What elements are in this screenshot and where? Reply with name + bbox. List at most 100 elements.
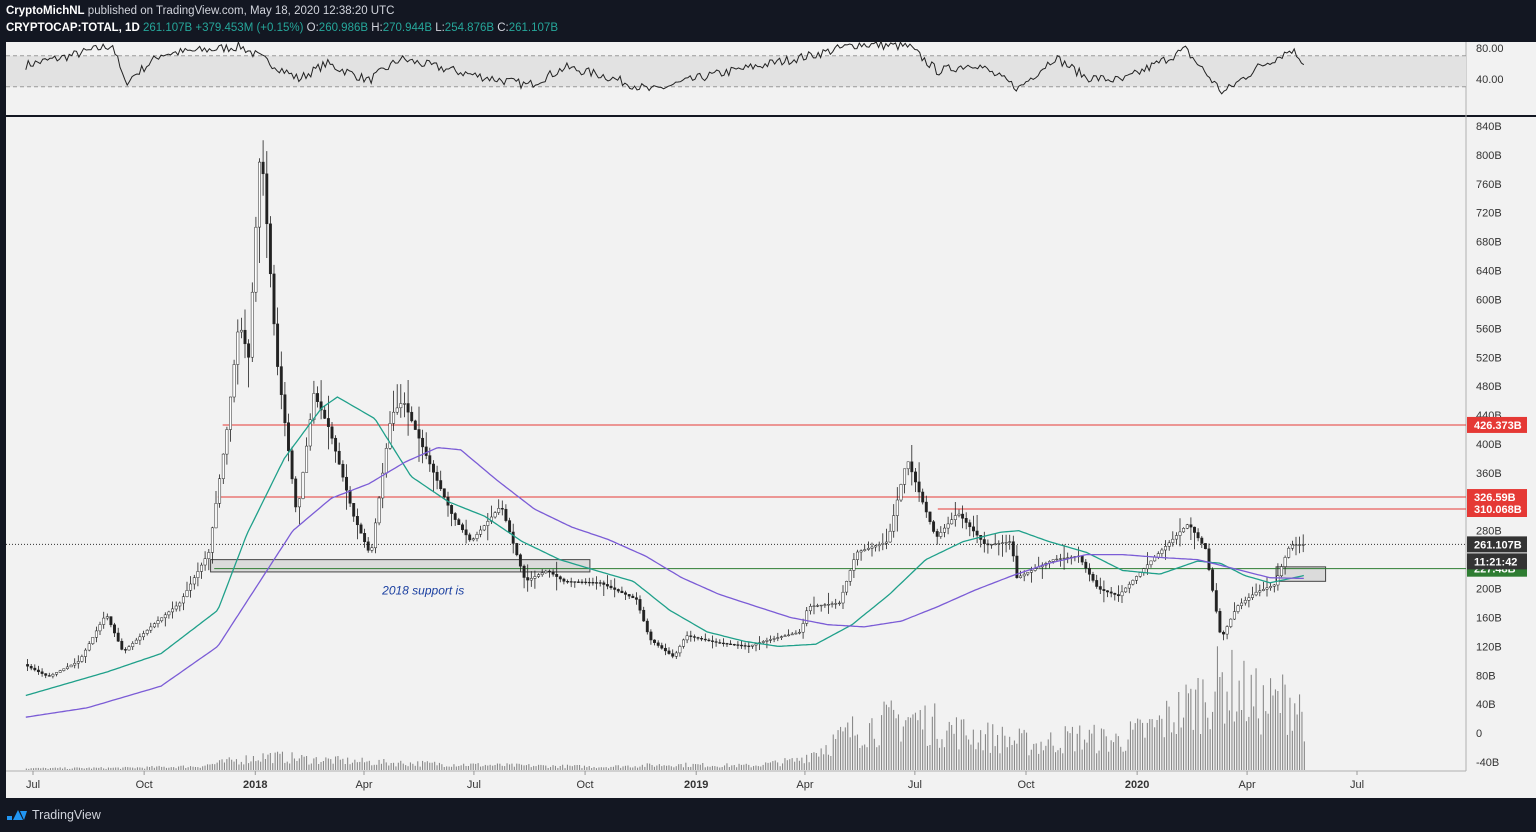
candle-body [1026, 572, 1030, 575]
volume-bar [801, 757, 803, 770]
volume-bar [1091, 733, 1093, 770]
candle-body [40, 671, 44, 674]
candle-body [225, 429, 229, 455]
volume-bar [274, 752, 276, 770]
candle-body [914, 471, 917, 483]
tradingview-brand[interactable]: TradingView [32, 808, 101, 822]
candle-body [428, 455, 432, 465]
level-price-label-bg [1467, 416, 1527, 433]
time-tick-label: Jul [1350, 779, 1364, 791]
price-tick-label: 120B [1476, 641, 1502, 653]
candle-body [457, 519, 461, 525]
candle-body [1265, 587, 1269, 590]
candle-body [1029, 570, 1033, 573]
candle-body [634, 597, 638, 600]
volume-bar [987, 722, 989, 770]
candle-body [529, 578, 533, 581]
candle-body [319, 401, 323, 411]
candle-body [134, 639, 138, 644]
candle-body [1102, 589, 1106, 591]
candle-body [377, 497, 381, 524]
volume-bar [861, 745, 863, 770]
candle-body [1145, 564, 1149, 569]
volume-bar [426, 761, 428, 770]
candle-body [743, 645, 747, 647]
volume-bar [1108, 751, 1110, 770]
candle-body [171, 608, 174, 613]
volume-bar [1030, 749, 1032, 770]
volume-bar [57, 768, 59, 770]
candle-body [290, 450, 294, 480]
volume-bar [1038, 753, 1040, 770]
candle-body [348, 490, 352, 504]
open-label: O: [306, 22, 319, 34]
volume-bar [1021, 733, 1023, 770]
volume-bar [1207, 717, 1209, 770]
volume-bar [820, 748, 822, 770]
price-tick-label: 400B [1476, 439, 1502, 451]
candle-body [707, 639, 711, 642]
candle-body [1287, 547, 1291, 558]
volume-bar [1265, 711, 1267, 770]
price-chart[interactable]: 80.00 40.00 840B 800B 760B 720B 680B 640B 600B 5… [0, 40, 1536, 798]
candle-body [1236, 605, 1240, 612]
volume-bar [1093, 724, 1095, 770]
candle-body [334, 437, 338, 452]
annotation-text: 2018 support is [381, 583, 464, 597]
volume-bar [1250, 674, 1252, 770]
volume-bar [629, 767, 631, 770]
volume-bar [49, 768, 51, 770]
volume-bar [376, 764, 378, 770]
volume-bar [132, 767, 134, 770]
candle-body [1116, 594, 1120, 597]
volume-bar [678, 764, 680, 770]
volume-bar [530, 767, 532, 770]
volume-bar [581, 768, 583, 770]
volume-bar [1212, 711, 1214, 770]
volume-bar [559, 766, 561, 770]
volume-bar [588, 766, 590, 770]
volume-bar [93, 767, 95, 770]
time-axis[interactable]: Jul Oct 2018 Apr Jul Oct 2019 Apr Jul Oct 2020 Apr J… [26, 771, 1364, 791]
volume-bar [443, 767, 445, 770]
candle-body [580, 581, 584, 583]
volume-bar [1146, 722, 1148, 770]
candle-body [127, 646, 131, 651]
publisher-name[interactable]: CryptoMichNL [6, 5, 85, 17]
candle-body [631, 595, 635, 599]
volume-bar [1125, 750, 1127, 770]
candle-body [301, 472, 305, 499]
candle-body [214, 503, 218, 529]
price-tick-label: 40B [1476, 699, 1496, 711]
candle-body [413, 420, 417, 430]
candle-body [44, 673, 48, 676]
price-tick-label: 760B [1476, 179, 1502, 191]
candle-body [221, 453, 225, 479]
candle-body [1247, 597, 1251, 601]
candle-body [845, 581, 849, 593]
candle-body [1240, 602, 1244, 606]
high-value: 270.944B [382, 22, 432, 34]
candle-body [316, 393, 319, 402]
price-tick-label: 800B [1476, 150, 1502, 162]
rsi-pane[interactable]: 80.00 40.00 [6, 40, 1504, 95]
candle-body [993, 543, 997, 545]
volume-bar [33, 768, 35, 770]
tradingview-logo-icon[interactable] [6, 807, 28, 821]
candle-body [1193, 526, 1196, 533]
candle-body [761, 641, 765, 643]
symbol-name[interactable]: CRYPTOCAP:TOTAL, 1D [6, 22, 140, 34]
volume-bar [250, 761, 252, 770]
candle-body [663, 647, 667, 652]
volume-bar [1149, 719, 1151, 770]
time-tick-label: Jul [908, 779, 922, 791]
candle-body [558, 576, 562, 580]
candle-body [685, 635, 689, 641]
volume-bar [393, 762, 395, 770]
candle-body [65, 666, 69, 669]
volume-bar [854, 735, 856, 770]
volume-bar [922, 729, 924, 770]
volume-bar [1110, 740, 1112, 770]
volume-bar [40, 768, 42, 770]
volume-bar [1134, 723, 1136, 770]
